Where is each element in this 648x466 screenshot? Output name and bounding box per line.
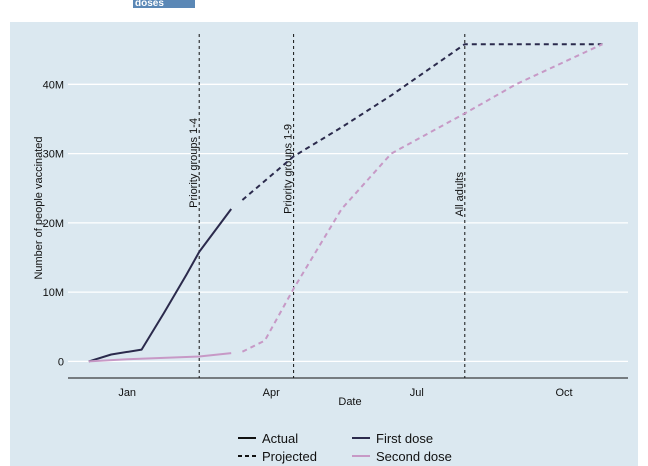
legend-label: First dose xyxy=(376,431,433,446)
milestone-label: Priority groups 1-9 xyxy=(283,124,295,214)
x-tick-labels: Jan Apr Jul Oct xyxy=(118,387,572,399)
y-axis-title: Number of people vaccinated xyxy=(33,136,45,279)
x-axis-title: Date xyxy=(338,396,361,408)
milestone-label: Priority groups 1-4 xyxy=(188,118,200,208)
milestone-label: All adults xyxy=(454,172,466,217)
y-tick-label: 30M xyxy=(43,149,64,161)
x-tick-label: Apr xyxy=(263,387,280,399)
legend: Actual Projected First dose Second dose xyxy=(238,431,452,464)
chart-panel xyxy=(10,22,638,466)
y-tick-label: 10M xyxy=(43,287,64,299)
x-tick-label: Jan xyxy=(118,387,136,399)
y-tick-label: 40M xyxy=(43,79,64,91)
second-dose-projected-line xyxy=(241,43,603,353)
first-dose-projected-line xyxy=(241,43,603,201)
first-dose-actual-line xyxy=(88,208,233,363)
title-fragment: doses xyxy=(133,0,195,8)
legend-label: Second dose xyxy=(376,449,452,464)
x-tick-label: Oct xyxy=(555,387,572,399)
y-tick-labels: 0 10M 20M 30M 40M xyxy=(43,79,64,368)
x-tick-label: Jul xyxy=(410,387,424,399)
milestone-lines: Priority groups 1-4 Priority groups 1-9 Al… xyxy=(188,34,466,378)
legend-label: Projected xyxy=(262,449,317,464)
gridlines xyxy=(68,83,628,363)
y-tick-label: 20M xyxy=(43,218,64,230)
y-tick-label: 0 xyxy=(58,356,64,368)
legend-label: Actual xyxy=(262,431,298,446)
second-dose-actual-line xyxy=(88,352,232,363)
series-lines xyxy=(88,43,603,363)
